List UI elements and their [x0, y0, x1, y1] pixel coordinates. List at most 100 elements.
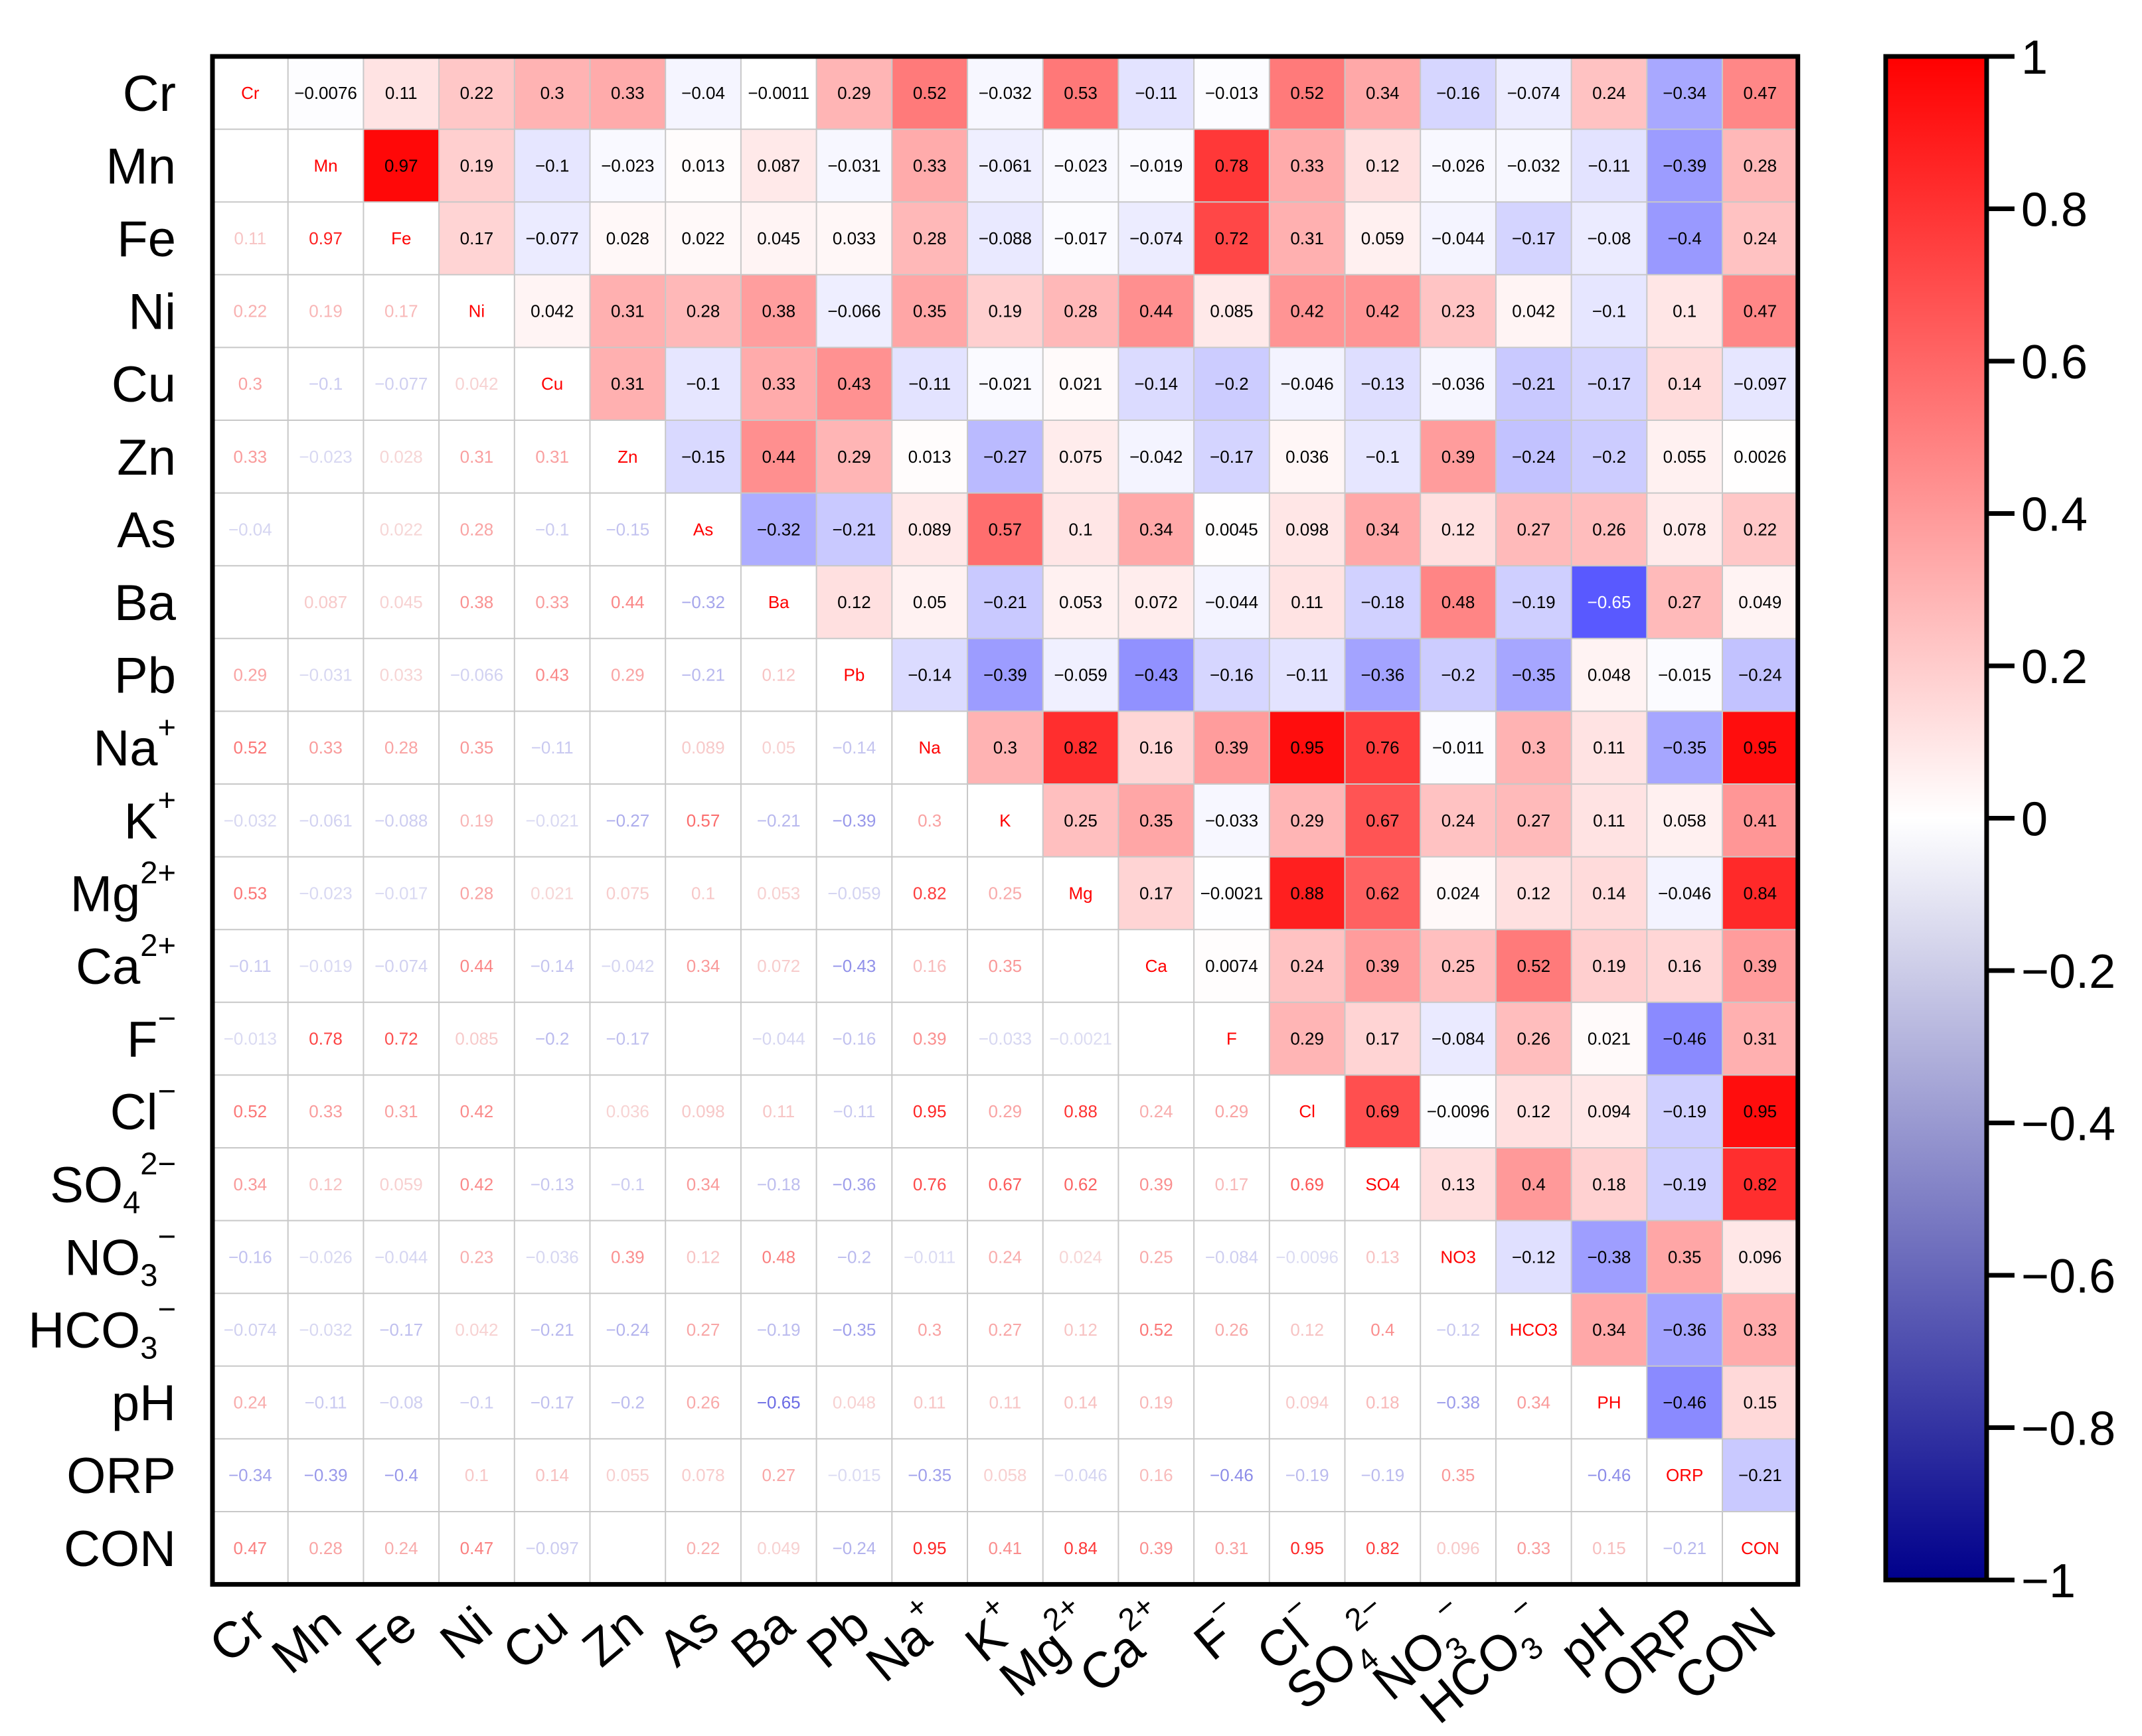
diagonal-label-13: F — [1226, 1029, 1237, 1049]
lower-cell-value-3-1: 0.19 — [309, 301, 343, 321]
cell-3-11 — [1042, 274, 1119, 348]
cell-value-0-14: 0.52 — [1290, 83, 1324, 103]
cell-0-18 — [1571, 56, 1647, 130]
lower-cell-value-18-15: 0.18 — [1366, 1393, 1400, 1413]
lower-cell-value-2-0: 0.11 — [234, 228, 267, 248]
lower-cell-value-16-4: −0.036 — [526, 1247, 579, 1267]
cell-value-3-20: 0.47 — [1744, 301, 1777, 321]
cell-1-4 — [514, 129, 591, 202]
cell-value-1-3: 0.19 — [460, 155, 494, 175]
cell-1-16 — [1420, 129, 1497, 202]
cell-value-0-2: 0.11 — [385, 83, 418, 103]
cell-value-2-7: 0.045 — [757, 228, 800, 248]
cell-value-5-9: 0.013 — [908, 447, 951, 467]
row-label-13: F− — [127, 1000, 176, 1068]
cell-value-4-15: −0.13 — [1360, 374, 1404, 394]
lower-cell-value-19-0: −0.34 — [228, 1465, 272, 1485]
cell-value-1-18: −0.11 — [1588, 155, 1631, 175]
diagonal-label-12: Ca — [1145, 956, 1168, 976]
cell-1-8 — [816, 129, 892, 202]
cell-2-20 — [1722, 202, 1799, 276]
colorbar-tick-label-8: −0.6 — [2021, 1250, 2115, 1303]
lower-cell-value-7-3: 0.38 — [460, 592, 494, 612]
column-label-4: Cu — [493, 1597, 578, 1682]
cell-value-8-19: −0.015 — [1658, 665, 1711, 685]
lower-cell-value-10-4: −0.021 — [526, 811, 579, 830]
lower-cell-value-10-7: −0.21 — [757, 811, 801, 830]
cell-value-5-18: −0.2 — [1592, 447, 1626, 467]
lower-cell-value-8-7: 0.12 — [762, 665, 795, 685]
cell-5-7 — [740, 420, 817, 494]
cell-value-4-16: −0.036 — [1432, 374, 1485, 394]
lower-cell-value-16-0: −0.16 — [228, 1247, 272, 1267]
row-label-0: Cr — [123, 66, 176, 122]
lower-cell-value-20-4: −0.097 — [526, 1538, 579, 1558]
cell-12-20 — [1722, 929, 1799, 1003]
lower-cell-value-11-2: −0.017 — [374, 883, 428, 903]
cell-7-20 — [1722, 566, 1799, 639]
lower-cell-value-17-13: 0.26 — [1215, 1320, 1249, 1340]
cell-value-2-8: 0.033 — [833, 228, 876, 248]
lower-cell-value-19-13: −0.46 — [1210, 1465, 1254, 1485]
cell-17-19 — [1647, 1293, 1723, 1367]
row-label-19: ORP — [66, 1448, 176, 1504]
cell-6-16 — [1420, 493, 1497, 566]
cell-value-10-15: 0.67 — [1366, 811, 1400, 830]
lower-cell-value-12-2: −0.074 — [374, 956, 428, 976]
lower-cell-value-18-9: 0.11 — [914, 1393, 946, 1413]
cell-value-6-9: 0.089 — [908, 519, 951, 539]
diagonal-label-17: HCO3 — [1510, 1320, 1558, 1340]
cell-4-5 — [590, 347, 666, 421]
cell-7-8 — [816, 566, 892, 639]
cell-value-17-19: −0.36 — [1663, 1320, 1706, 1340]
cell-9-15 — [1345, 711, 1421, 785]
cell-value-8-11: −0.059 — [1054, 665, 1107, 685]
cell-value-10-14: 0.29 — [1290, 811, 1324, 830]
cell-value-5-8: 0.29 — [837, 447, 871, 467]
lower-cell-value-16-8: −0.2 — [837, 1247, 871, 1267]
lower-cell-value-17-2: −0.17 — [379, 1320, 423, 1340]
cell-10-20 — [1722, 784, 1799, 858]
cell-0-1 — [288, 56, 364, 130]
cell-value-6-16: 0.12 — [1442, 519, 1475, 539]
cell-5-17 — [1495, 420, 1572, 494]
cell-10-15 — [1345, 784, 1421, 858]
lower-cell-value-19-7: 0.27 — [762, 1465, 795, 1485]
cell-10-11 — [1042, 784, 1119, 858]
lower-cell-value-15-3: 0.42 — [460, 1174, 494, 1194]
lower-cell-value-12-8: −0.43 — [833, 956, 876, 976]
cell-value-9-14: 0.95 — [1290, 738, 1324, 757]
cell-value-3-9: 0.35 — [913, 301, 947, 321]
lower-cell-value-11-7: 0.053 — [757, 883, 800, 903]
cell-1-11 — [1042, 129, 1119, 202]
cell-value-2-11: −0.017 — [1054, 228, 1107, 248]
lower-cell-value-18-3: −0.1 — [459, 1393, 493, 1413]
cell-8-9 — [892, 638, 968, 712]
lower-cell-value-13-8: −0.16 — [833, 1029, 876, 1049]
cell-14-19 — [1647, 1075, 1723, 1148]
cell-6-7 — [740, 493, 817, 566]
lower-cell-value-10-2: −0.088 — [374, 811, 428, 830]
cell-3-15 — [1345, 274, 1421, 348]
lower-cell-value-16-15: 0.13 — [1366, 1247, 1400, 1267]
cell-7-16 — [1420, 566, 1497, 639]
colorbar-tick-label-1: 0.8 — [2021, 184, 2088, 237]
cell-value-6-14: 0.098 — [1285, 519, 1329, 539]
cell-6-8 — [816, 493, 892, 566]
cell-4-7 — [740, 347, 817, 421]
cell-11-20 — [1722, 856, 1799, 930]
diagonal-label-10: K — [999, 811, 1011, 830]
lower-cell-value-17-4: −0.21 — [531, 1320, 574, 1340]
cell-value-0-5: 0.33 — [611, 83, 645, 103]
cell-2-4 — [514, 202, 591, 276]
lower-cell-value-6-0: −0.04 — [228, 519, 272, 539]
cell-value-6-15: 0.34 — [1366, 519, 1400, 539]
diagonal-label-19: ORP — [1666, 1465, 1703, 1485]
lower-cell-value-20-15: 0.82 — [1366, 1538, 1400, 1558]
cell-value-5-15: −0.1 — [1366, 447, 1400, 467]
cell-value-5-19: 0.055 — [1663, 447, 1706, 467]
lower-cell-value-19-8: −0.015 — [827, 1465, 880, 1485]
lower-cell-value-4-0: 0.3 — [238, 374, 262, 394]
cell-4-17 — [1495, 347, 1572, 421]
cell-5-20 — [1722, 420, 1799, 494]
